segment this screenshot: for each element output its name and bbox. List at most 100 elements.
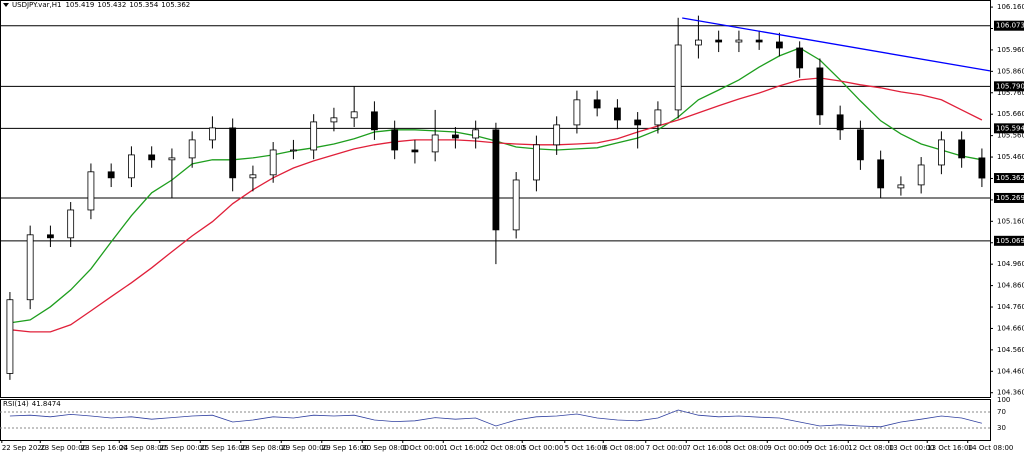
candle-body — [229, 127, 237, 179]
x-tick-label: 29 Sep 16:00 — [322, 444, 369, 452]
candle-body — [472, 129, 480, 139]
candle-body — [330, 117, 338, 123]
rsi-tick-label: 70 — [997, 408, 1006, 416]
x-tick-label: 5 Oct 00:00 — [522, 444, 563, 452]
candle-body — [452, 134, 459, 139]
y-tick-label: 104.860 — [997, 282, 1024, 290]
x-tick-label: 25 Sep 16:00 — [200, 444, 247, 452]
x-tick-label: 23 Sep 16:00 — [81, 444, 128, 452]
candle-body — [492, 129, 500, 231]
candle-body — [917, 164, 925, 186]
x-tick-label: 13 Oct 00:00 — [889, 444, 935, 452]
x-tick-label: 14 Oct 08:00 — [968, 444, 1014, 452]
candle-body — [614, 107, 621, 121]
candle-body — [431, 134, 439, 153]
candle-body — [978, 157, 986, 179]
candle-body — [87, 171, 95, 211]
candle-body — [209, 127, 216, 141]
candle-body — [67, 209, 75, 239]
symbol: USDJPY.var,H1 — [12, 1, 61, 9]
candle-body — [290, 149, 297, 152]
ohlc-value: 105.432 — [97, 1, 126, 9]
candle-body — [391, 129, 399, 151]
candle-body — [674, 44, 682, 111]
x-tick-label: 30 Sep 08:00 — [362, 444, 409, 452]
y-tick-label: 105.760 — [997, 89, 1024, 97]
candle-body — [107, 171, 115, 179]
candle-body — [573, 99, 581, 126]
ohlc-value: 105.362 — [161, 1, 190, 9]
candle-body — [836, 114, 844, 131]
candle-body — [796, 47, 804, 69]
level-tag — [994, 81, 1024, 92]
candle-body — [897, 184, 905, 189]
candle-body — [938, 139, 945, 166]
level-label: 105.790 — [996, 82, 1024, 90]
x-tick-label: 13 Oct 16:00 — [927, 444, 973, 452]
candle-body — [735, 39, 743, 43]
level-tag — [994, 192, 1024, 203]
y-tick-label: 106.160 — [997, 3, 1024, 11]
candle-body — [877, 159, 885, 189]
candle-body — [6, 299, 14, 374]
x-tick-label: 2 Oct 08:00 — [484, 444, 525, 452]
x-tick-label: 24 Sep 08:00 — [119, 444, 166, 452]
last-price-tag — [994, 173, 1024, 184]
candle-body — [654, 109, 662, 126]
candle-body — [128, 154, 135, 179]
x-tick-label: 8 Oct 08:00 — [727, 444, 768, 452]
y-tick-label: 105.860 — [997, 67, 1024, 75]
x-tick-label: 29 Sep 00:00 — [281, 444, 328, 452]
menu-arrow[interactable] — [3, 3, 9, 7]
x-tick-label: 23 Sep 00:00 — [40, 444, 87, 452]
candle-body — [371, 111, 378, 131]
x-tick-label: 22 Sep 2020 — [2, 444, 46, 452]
candle-body — [816, 67, 824, 116]
y-tick-label: 104.960 — [997, 260, 1024, 268]
x-tick-label: 5 Oct 16:00 — [565, 444, 606, 452]
level-label: 105.269 — [996, 194, 1024, 202]
y-tick-label: 105.960 — [997, 46, 1024, 54]
candle-body — [857, 129, 864, 161]
candle-body — [168, 157, 176, 161]
candle-body — [715, 39, 723, 43]
candle-body — [26, 234, 34, 301]
candle-body — [269, 149, 277, 176]
candle-body — [411, 149, 419, 153]
x-tick-label: 9 Oct 16:00 — [808, 444, 849, 452]
x-tick-label: 12 Oct 08:00 — [848, 444, 894, 452]
level-tag — [994, 235, 1024, 246]
candle-body — [350, 111, 358, 119]
ohlc-value: 105.354 — [129, 1, 158, 9]
x-tick-label: 9 Oct 00:00 — [767, 444, 808, 452]
candle-body — [553, 124, 561, 146]
y-tick-label: 104.760 — [997, 303, 1024, 311]
trendline — [682, 17, 991, 72]
level-tag — [994, 20, 1024, 31]
y-tick-label: 104.660 — [997, 324, 1024, 332]
candle-body — [512, 179, 520, 231]
y-tick-label: 105.460 — [997, 153, 1024, 161]
x-tick-label: 1 Oct 00:00 — [403, 444, 444, 452]
rsi-line — [9, 409, 982, 428]
level-label: 105.069 — [996, 237, 1024, 245]
y-tick-label: 105.560 — [997, 132, 1024, 140]
candle-body — [148, 154, 156, 161]
ohlc-value: 105.419 — [65, 1, 94, 9]
candle-body — [695, 39, 702, 46]
x-tick-label: 25 Sep 00:00 — [160, 444, 207, 452]
candle-body — [47, 234, 54, 239]
last-price-label: 105.362 — [996, 174, 1024, 182]
candle-body — [593, 99, 601, 109]
candle-body — [958, 139, 966, 159]
level-label: 105.594 — [996, 124, 1024, 132]
y-tick-label: 105.160 — [997, 217, 1024, 225]
candle-body — [533, 144, 540, 181]
candle-body — [755, 39, 763, 43]
y-tick-label: 104.560 — [997, 346, 1024, 354]
x-tick-label: 7 Oct 16:00 — [686, 444, 727, 452]
x-tick-label: 7 Oct 00:00 — [646, 444, 687, 452]
rsi-value: 41.8474 — [32, 400, 61, 408]
rsi-tick-label: 100 — [997, 396, 1010, 404]
